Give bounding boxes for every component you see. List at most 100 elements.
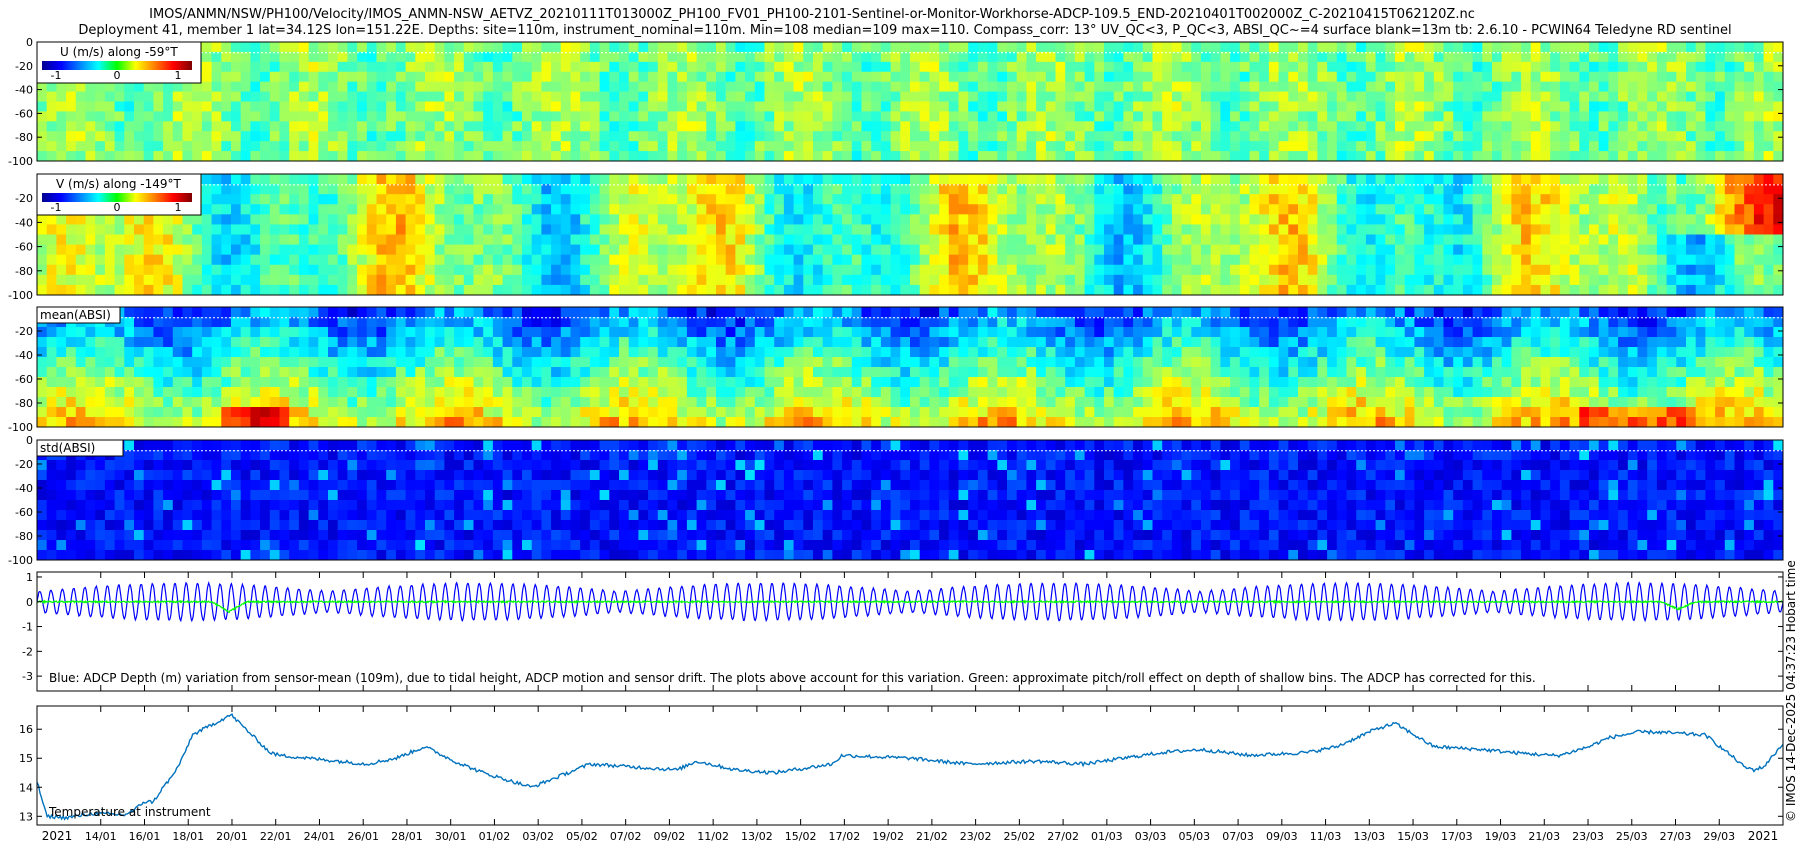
heat-cell [793, 254, 804, 266]
heat-cell [211, 51, 222, 63]
heat-cell [1007, 254, 1018, 266]
heat-cell [347, 91, 358, 103]
heat-cell [1627, 284, 1639, 295]
heat-cell [66, 91, 77, 103]
heat-cell [289, 131, 300, 142]
heat-cell [968, 284, 979, 295]
heat-cell [260, 284, 271, 295]
heat-cell [318, 357, 329, 368]
heat-cell [328, 284, 339, 295]
heat-cell [192, 91, 203, 103]
heat-cell [1453, 284, 1464, 295]
heat-cell [628, 184, 639, 195]
heat-cell [289, 264, 300, 276]
heat-cell [1365, 224, 1377, 236]
heat-cell [1036, 101, 1047, 113]
heat-cell [958, 284, 969, 295]
heat-cell [1627, 214, 1639, 226]
heat-cell [289, 284, 300, 295]
heat-cell [298, 407, 310, 418]
heat-cell [192, 317, 203, 328]
heat-cell [95, 234, 106, 246]
heat-cell [939, 284, 950, 295]
heat-cell [541, 204, 552, 215]
heat-cell [163, 214, 174, 226]
heat-cell [444, 224, 455, 236]
heat-cell [1278, 234, 1289, 246]
heat-cell [415, 101, 426, 113]
heat-cell [628, 254, 639, 266]
heat-cell [1550, 254, 1561, 266]
heat-cell [648, 61, 659, 73]
heat-cell [764, 284, 775, 295]
heat-cell [240, 214, 251, 226]
heat-cell [75, 274, 87, 286]
heat-cell [813, 244, 824, 256]
heat-cell [1298, 42, 1309, 53]
heat-cell [1521, 101, 1532, 113]
heat-cell [1521, 111, 1532, 122]
heat-cell [1113, 214, 1124, 226]
heat-cell [492, 194, 504, 205]
heat-cell [900, 254, 911, 266]
heat-cell [522, 254, 533, 266]
heat-cell [1298, 174, 1309, 185]
heat-cell [1395, 131, 1406, 142]
heat-cell [415, 91, 426, 103]
heat-cell [1559, 194, 1571, 205]
heat-cell [502, 51, 513, 63]
heat-cell [366, 141, 378, 152]
heat-cell [347, 111, 358, 122]
heat-cell [347, 407, 358, 418]
heat-cell [1152, 274, 1163, 286]
heat-cell [813, 81, 824, 93]
heat-cell [1123, 71, 1134, 83]
heat-cell [1278, 71, 1289, 83]
heat-cell [628, 174, 639, 185]
heat-cell [696, 131, 707, 142]
heat-cell [551, 101, 562, 113]
heat-cell [357, 214, 368, 226]
heat-cell [580, 224, 591, 236]
heat-cell [434, 194, 445, 205]
heat-cell [308, 174, 319, 185]
v-legend: V (m/s) along -149°T -1 0 1 [36, 173, 202, 216]
heat-cell [1744, 274, 1755, 286]
heat-cell [1171, 264, 1183, 276]
heat-cell [357, 174, 368, 185]
heat-cell [880, 71, 892, 83]
heat-cell [803, 101, 814, 113]
heat-cell [1104, 254, 1115, 266]
heat-cell [192, 264, 203, 276]
heat-cell [1104, 244, 1115, 256]
heat-cell [1259, 121, 1270, 132]
heat-cell [919, 234, 930, 246]
heat-cell [415, 244, 426, 256]
heat-cell [473, 214, 484, 226]
heat-cell [1744, 264, 1755, 276]
heat-cell [1298, 244, 1309, 256]
heat-cell [463, 204, 475, 215]
heat-cell [929, 61, 940, 73]
heat-cell [415, 274, 426, 286]
heat-cell [1598, 274, 1609, 286]
heat-cell [1016, 121, 1027, 132]
heat-cell [308, 51, 319, 63]
heat-cell [745, 51, 756, 63]
heat-cell [143, 111, 154, 122]
heat-cell [725, 264, 736, 276]
heat-cell [1521, 184, 1532, 195]
heat-cell [1424, 274, 1435, 286]
heat-cell [221, 131, 232, 142]
heat-cell [1191, 131, 1202, 142]
heat-cell [1656, 224, 1668, 236]
heat-cell [95, 254, 106, 266]
heat-cell [1511, 284, 1522, 295]
heat-cell [231, 141, 242, 152]
heat-cell [395, 377, 407, 388]
heat-cell [735, 111, 746, 122]
heat-cell [1734, 174, 1745, 185]
heat-cell [221, 417, 232, 427]
heat-cell [1162, 51, 1173, 63]
heat-cell [1317, 224, 1328, 236]
